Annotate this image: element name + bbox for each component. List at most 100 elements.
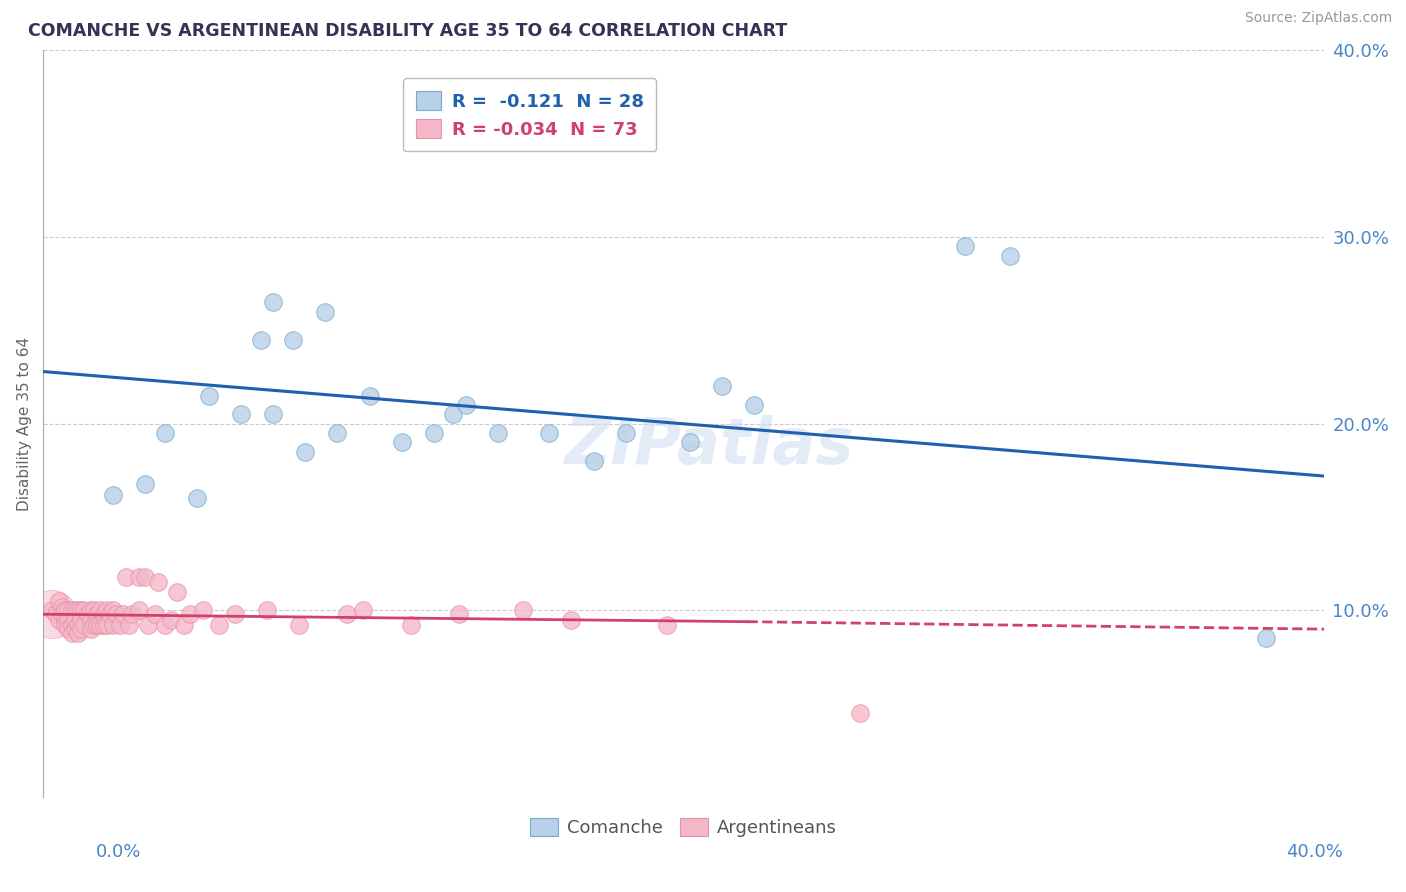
Point (153, 618, 176, 632)
Point (186, 491, 208, 506)
Point (294, 445, 316, 459)
Point (208, 618, 231, 632)
Point (76, 607, 98, 622)
Point (710, 379, 733, 393)
Point (86, 618, 108, 632)
Point (86, 607, 108, 622)
Point (486, 426, 509, 441)
Point (53, 613, 76, 627)
Point (111, 607, 134, 622)
Point (70, 622, 93, 636)
Point (679, 435, 702, 450)
Point (231, 408, 253, 422)
Point (103, 488, 125, 502)
Point (115, 570, 138, 584)
Point (48, 594, 70, 608)
Point (166, 584, 188, 599)
Point (93, 618, 115, 632)
Point (51, 607, 73, 622)
Point (512, 603, 534, 617)
Point (89, 603, 111, 617)
Point (80, 622, 103, 636)
Text: 0.0%: 0.0% (96, 843, 141, 861)
Point (359, 389, 381, 403)
Point (336, 607, 359, 622)
Point (118, 618, 141, 632)
Point (103, 618, 125, 632)
Point (41, 607, 63, 622)
Point (146, 575, 169, 590)
Text: 40.0%: 40.0% (1286, 843, 1343, 861)
Point (66, 603, 89, 617)
Point (281, 333, 304, 347)
Point (326, 426, 349, 441)
Point (134, 570, 156, 584)
Point (191, 603, 214, 617)
Y-axis label: Disability Age 35 to 64: Disability Age 35 to 64 (17, 337, 32, 511)
Point (128, 570, 150, 584)
Point (66, 626, 89, 640)
Point (93, 607, 115, 622)
Point (98, 607, 121, 622)
Point (198, 389, 221, 403)
Point (66, 618, 89, 632)
Point (51, 599, 73, 614)
Point (58, 613, 80, 627)
Point (63, 613, 86, 627)
Point (742, 398, 765, 412)
Point (314, 305, 336, 319)
Point (422, 426, 444, 441)
Point (63, 622, 86, 636)
Point (352, 603, 374, 617)
Point (73, 618, 96, 632)
Point (73, 603, 96, 617)
Point (138, 618, 160, 632)
Point (53, 603, 76, 617)
Point (63, 603, 86, 617)
Point (60, 618, 83, 632)
Point (58, 603, 80, 617)
Point (41, 603, 63, 617)
Point (998, 249, 1021, 263)
Text: COMANCHE VS ARGENTINEAN DISABILITY AGE 35 TO 64 CORRELATION CHART: COMANCHE VS ARGENTINEAN DISABILITY AGE 3… (28, 22, 787, 40)
Point (48, 613, 70, 627)
Point (96, 618, 118, 632)
Point (399, 618, 422, 632)
Point (70, 603, 93, 617)
Point (288, 618, 311, 632)
Point (179, 607, 201, 622)
Point (45, 607, 67, 622)
Point (441, 408, 464, 422)
Point (249, 333, 271, 347)
Point (96, 603, 118, 617)
Point (128, 603, 150, 617)
Point (173, 618, 195, 632)
Point (103, 603, 125, 617)
Point (262, 295, 284, 310)
Point (848, 706, 870, 721)
Point (108, 618, 131, 632)
Point (224, 607, 246, 622)
Text: ZIPatlas: ZIPatlas (564, 415, 853, 477)
Point (134, 476, 156, 491)
Point (582, 454, 605, 468)
Point (60, 603, 83, 617)
Point (83, 603, 105, 617)
Point (80, 613, 103, 627)
Point (53, 618, 76, 632)
Point (80, 603, 103, 617)
Point (70, 613, 93, 627)
Point (153, 426, 176, 441)
Point (1256, 632, 1278, 646)
Point (560, 613, 582, 627)
Point (391, 435, 413, 450)
Point (89, 618, 111, 632)
Point (83, 618, 105, 632)
Point (657, 618, 679, 632)
Point (160, 613, 183, 627)
Point (454, 398, 477, 412)
Point (537, 426, 560, 441)
Point (449, 607, 471, 622)
Point (614, 426, 637, 441)
Legend: Comanche, Argentineans: Comanche, Argentineans (523, 810, 844, 844)
